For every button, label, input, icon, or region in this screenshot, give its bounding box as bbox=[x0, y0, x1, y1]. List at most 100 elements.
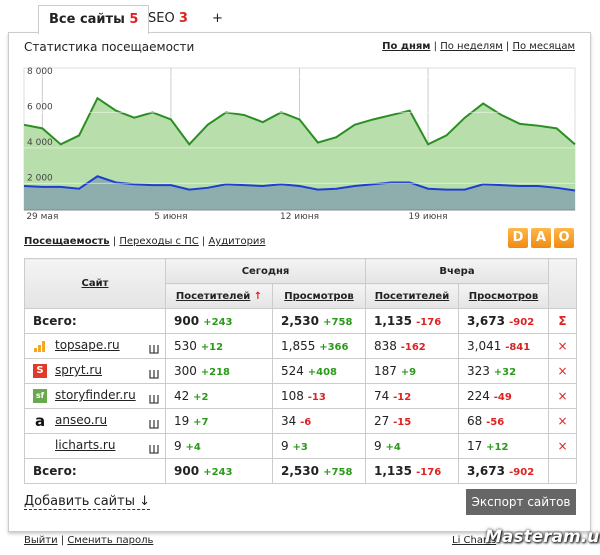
stat-delta: -15 bbox=[393, 417, 412, 428]
col-header[interactable]: Посетителей bbox=[365, 283, 459, 309]
area bbox=[24, 176, 575, 210]
action[interactable]: × bbox=[557, 439, 568, 453]
stat-cell: 34 -6 bbox=[272, 408, 366, 434]
site-name[interactable]: licharts.ru bbox=[55, 438, 116, 452]
link[interactable]: Аудитория bbox=[208, 236, 266, 247]
total-row: Всего: 900 +243 2,530 +758 1,135 -176 3,673 … bbox=[24, 458, 577, 484]
stat-cell: 19 +7 bbox=[165, 408, 273, 434]
stat-cell: 2,530 +758 bbox=[272, 458, 366, 484]
section-links: Посещаемость | Переходы с ПС | Аудитория bbox=[24, 236, 266, 247]
stat-value: 900 bbox=[174, 314, 200, 328]
link[interactable]: Сменить пароль bbox=[67, 535, 154, 546]
stat-value: 838 bbox=[374, 339, 397, 353]
stat-delta: +243 bbox=[203, 317, 233, 328]
tab[interactable]: SEO 3 bbox=[138, 5, 198, 32]
stat-delta: -13 bbox=[307, 392, 326, 403]
logo-letter: D bbox=[508, 228, 528, 248]
stat-delta: -902 bbox=[509, 317, 535, 328]
total-label: Всего: bbox=[33, 314, 77, 328]
tab-count: 5 bbox=[129, 12, 139, 27]
link[interactable]: Выйти bbox=[24, 535, 58, 546]
link[interactable]: Посещаемость bbox=[24, 236, 110, 247]
stat-delta: +243 bbox=[203, 467, 233, 478]
stat-value: 42 bbox=[174, 389, 190, 403]
site-cell: Всего: bbox=[24, 458, 166, 484]
site-icon bbox=[33, 339, 47, 353]
stat-cell: 9 +4 bbox=[365, 433, 459, 459]
stat-cell: 900 +243 bbox=[165, 308, 273, 334]
y-tick-label: 8 000 bbox=[27, 67, 53, 77]
stat-value: 19 bbox=[174, 414, 190, 428]
y-tick-label: 2 000 bbox=[27, 173, 53, 183]
stat-delta: +218 bbox=[200, 367, 230, 378]
col-header[interactable]: Просмотров bbox=[458, 283, 549, 309]
tab-label: Все сайты bbox=[49, 12, 125, 27]
stat-cell: 838 -162 bbox=[365, 333, 459, 359]
tab-label: SEO bbox=[148, 11, 175, 26]
action[interactable]: Σ bbox=[558, 314, 567, 328]
stat-delta: -49 bbox=[493, 392, 512, 403]
stat-value: 9 bbox=[174, 439, 182, 453]
stat-cell: 3,041 -841 bbox=[458, 333, 549, 359]
stat-delta: -841 bbox=[505, 342, 531, 353]
stat-value: 17 bbox=[467, 439, 483, 453]
stat-value: 9 bbox=[374, 439, 382, 453]
action[interactable]: × bbox=[557, 364, 568, 378]
link[interactable]: По дням bbox=[382, 41, 431, 52]
action-cell: × bbox=[548, 408, 577, 434]
line bbox=[23, 96, 576, 146]
action[interactable]: × bbox=[557, 414, 568, 428]
action-cell: × bbox=[548, 358, 577, 384]
stat-cell: 17 +12 bbox=[458, 433, 549, 459]
action-cell: Σ bbox=[548, 308, 577, 334]
total-label: Всего: bbox=[33, 464, 77, 478]
stat-value: 1,135 bbox=[374, 464, 412, 478]
site-cell: sf storyfinder.ru bbox=[24, 383, 166, 409]
logo-letter: A bbox=[531, 228, 551, 248]
col-header[interactable]: Просмотров bbox=[272, 283, 366, 309]
site-row: licharts.ru 9 +4 9 +3 9 +4 17 +12 × bbox=[24, 433, 577, 459]
action-cell: × bbox=[548, 383, 577, 409]
stat-delta: -6 bbox=[300, 417, 312, 428]
action-cell bbox=[548, 458, 577, 484]
stat-cell: 1,855 +366 bbox=[272, 333, 366, 359]
stat-cell: 900 +243 bbox=[165, 458, 273, 484]
x-tick-label: 5 июня bbox=[154, 212, 187, 222]
stat-delta: +32 bbox=[493, 367, 517, 378]
chart: 29 мая 5 июня 12 июня 19 июня 2 000 4 000 6 00… bbox=[23, 67, 576, 222]
stat-value: 68 bbox=[467, 414, 483, 428]
stat-value: 108 bbox=[281, 389, 304, 403]
stat-delta: -12 bbox=[393, 392, 412, 403]
site-name[interactable]: topsape.ru bbox=[55, 338, 120, 352]
action[interactable]: × bbox=[557, 339, 568, 353]
col-header[interactable]: Сайт bbox=[24, 258, 166, 309]
stat-value: 74 bbox=[374, 389, 390, 403]
stat-cell: 2,530 +758 bbox=[272, 308, 366, 334]
add-sites[interactable]: Добавить сайты ↓ bbox=[24, 494, 151, 510]
col-header[interactable]: Посетителей ↑ bbox=[165, 283, 273, 309]
site-name[interactable]: anseo.ru bbox=[55, 413, 108, 427]
stat-delta: +9 bbox=[400, 367, 417, 378]
link[interactable]: По месяцам bbox=[512, 41, 575, 52]
tab-count: 3 bbox=[178, 11, 188, 26]
link[interactable]: По неделям bbox=[440, 41, 503, 52]
stat-value: 27 bbox=[374, 414, 390, 428]
tab[interactable]: Все сайты 5 bbox=[38, 5, 150, 34]
y-tick-label: 4 000 bbox=[27, 138, 53, 148]
table: Сайт Сегодня Вчера Посетителей ↑ Просмотров… bbox=[24, 258, 577, 484]
stat-cell: 187 +9 bbox=[365, 358, 459, 384]
tab-add[interactable]: + bbox=[202, 5, 233, 32]
line bbox=[23, 175, 576, 192]
blank bbox=[548, 258, 577, 309]
site-name[interactable]: storyfinder.ru bbox=[55, 388, 136, 402]
site-name[interactable]: spryt.ru bbox=[55, 363, 102, 377]
action-cell: × bbox=[548, 433, 577, 459]
stat-cell: 68 -56 bbox=[458, 408, 549, 434]
action[interactable]: × bbox=[557, 389, 568, 403]
export-button[interactable]: Экспорт сайтов bbox=[466, 489, 576, 515]
stat-value: 1,855 bbox=[281, 339, 316, 353]
link[interactable]: Переходы с ПС bbox=[119, 236, 199, 247]
licharts-link[interactable]: Li Charts bbox=[452, 535, 497, 546]
stat-cell: 530 +12 bbox=[165, 333, 273, 359]
